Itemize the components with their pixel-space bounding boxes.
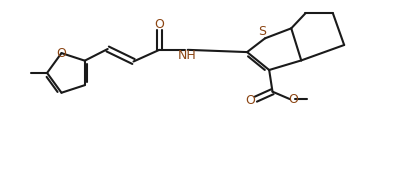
Text: NH: NH	[178, 49, 197, 62]
Text: S: S	[258, 25, 266, 38]
Text: O: O	[154, 18, 164, 31]
Text: O: O	[245, 93, 256, 107]
Text: O: O	[57, 47, 66, 60]
Text: O: O	[288, 93, 298, 106]
